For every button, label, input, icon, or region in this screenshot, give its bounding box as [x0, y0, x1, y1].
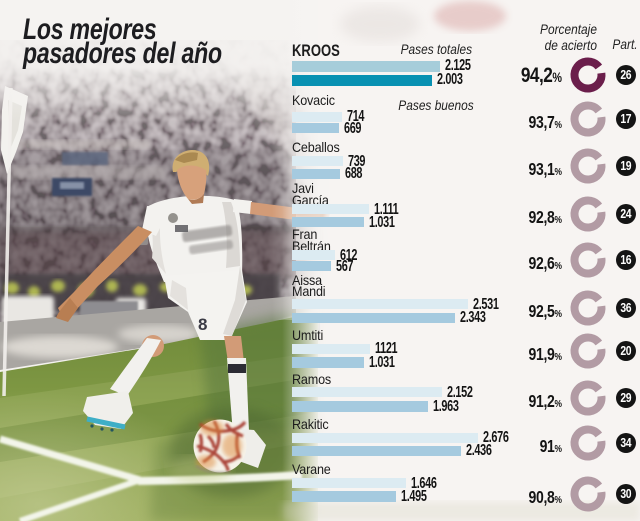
- svg-text:8: 8: [198, 315, 207, 334]
